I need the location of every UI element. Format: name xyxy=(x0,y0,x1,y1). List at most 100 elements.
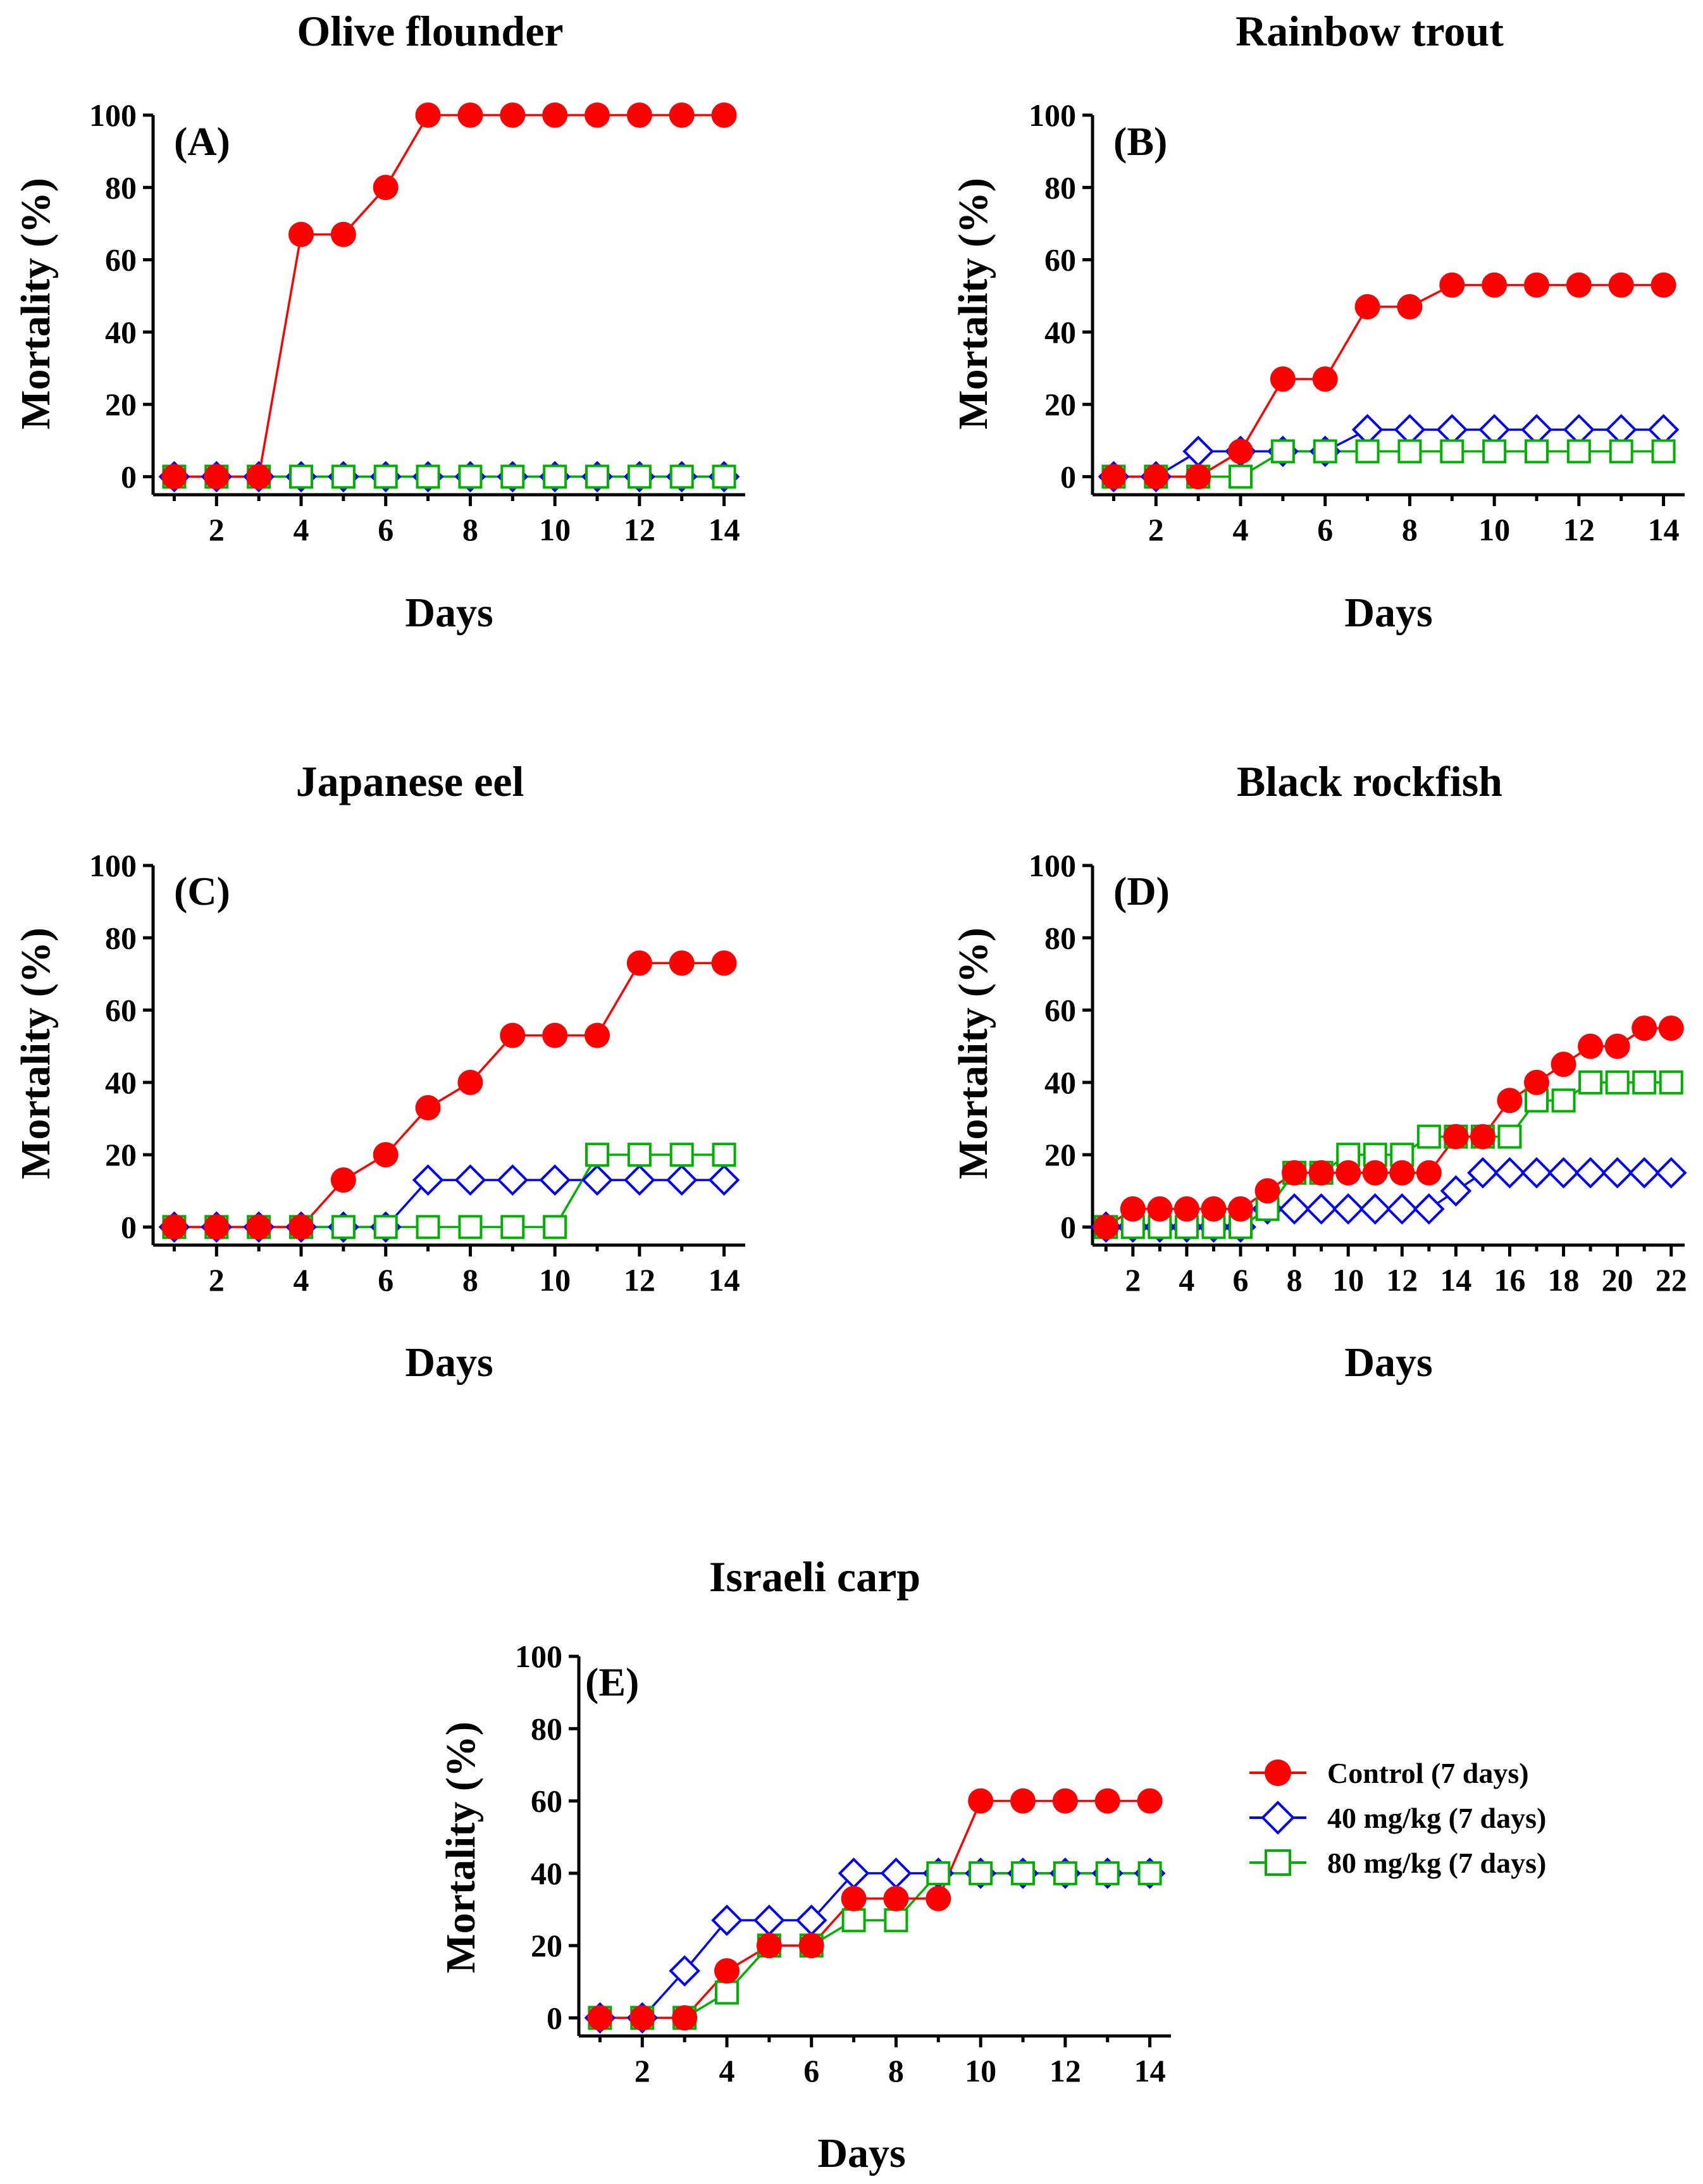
data-point-80mg xyxy=(331,1215,356,1239)
x-tick-label: 12 xyxy=(1050,2053,1081,2088)
y-axis-label: Mortality (%) xyxy=(13,928,59,1179)
data-point-80mg xyxy=(1578,1070,1603,1095)
y-tick-label: 20 xyxy=(531,1928,562,1963)
data-point-control xyxy=(672,2005,698,2031)
data-point-80mg xyxy=(1525,439,1549,464)
data-point-control xyxy=(1439,272,1465,298)
data-point-40mg xyxy=(1521,1157,1552,1189)
data-point-control xyxy=(204,464,230,490)
data-point-80mg xyxy=(289,464,313,489)
panel-title: Japanese eel xyxy=(296,757,524,805)
data-point-40mg xyxy=(1413,1193,1445,1225)
series-line-mg80 xyxy=(600,1872,1150,2020)
data-point-control xyxy=(1524,1069,1549,1095)
panel-title: Rainbow trout xyxy=(1235,7,1504,55)
data-point-control xyxy=(373,175,399,201)
y-tick-label: 100 xyxy=(515,1639,562,1674)
data-point-control xyxy=(1354,294,1380,320)
data-point-control xyxy=(669,102,695,128)
data-point-control xyxy=(1201,1196,1227,1222)
data-point-control xyxy=(1120,1196,1146,1222)
data-point-control xyxy=(246,464,272,490)
legend-marker-square xyxy=(1265,1849,1291,1876)
data-point-80mg xyxy=(712,464,736,489)
data-point-40mg xyxy=(1182,435,1214,468)
data-point-80mg xyxy=(373,1215,398,1239)
x-tick-label: 2 xyxy=(209,1262,225,1298)
data-point-40mg xyxy=(1279,1193,1310,1225)
data-point-control xyxy=(204,1214,230,1240)
y-tick-label: 0 xyxy=(1060,1209,1076,1244)
x-tick-label: 4 xyxy=(719,2053,735,2088)
data-point-control xyxy=(1312,366,1338,392)
data-point-80mg xyxy=(1313,439,1337,464)
y-tick-label: 100 xyxy=(89,97,137,133)
data-point-80mg xyxy=(1095,1861,1120,1885)
x-tick-label: 4 xyxy=(1233,512,1249,547)
data-point-80mg xyxy=(373,464,398,489)
legend: Control (7 days) 40 mg/kg (7 days) 80 mg… xyxy=(1249,1757,1546,1879)
panel-label: (E) xyxy=(585,1660,639,1704)
x-tick-label: 2 xyxy=(635,2053,650,2088)
x-tick-label: 4 xyxy=(1179,1262,1194,1298)
data-point-80mg xyxy=(1053,1861,1077,1885)
x-tick-label: 14 xyxy=(709,1262,740,1298)
data-point-80mg xyxy=(1270,439,1295,464)
data-point-control xyxy=(457,1069,483,1095)
data-point-control xyxy=(246,1214,272,1240)
y-tick-label: 40 xyxy=(105,314,137,350)
data-point-control xyxy=(585,1022,610,1048)
data-point-control xyxy=(587,2005,613,2031)
data-point-80mg xyxy=(1651,439,1676,464)
data-point-80mg xyxy=(712,1143,736,1167)
y-tick-label: 60 xyxy=(1044,993,1076,1028)
data-point-80mg xyxy=(669,464,694,489)
data-point-control xyxy=(1137,1788,1163,1814)
y-tick-label: 40 xyxy=(531,1856,562,1891)
data-point-control xyxy=(542,1022,568,1048)
x-tick-label: 6 xyxy=(803,2053,819,2088)
data-point-40mg xyxy=(1628,1157,1661,1189)
data-point-80mg xyxy=(1416,1124,1441,1149)
data-point-40mg xyxy=(412,1164,444,1196)
chart-panel-e: Israeli carp (E) Mortality (%) Days 0 20 4… xyxy=(438,1553,1171,2176)
data-point-80mg xyxy=(1137,1861,1162,1885)
data-point-control xyxy=(1397,294,1423,320)
y-tick-label: 60 xyxy=(531,1784,562,1819)
data-point-control xyxy=(288,1214,314,1240)
data-point-control xyxy=(1254,1178,1280,1204)
x-tick-label: 12 xyxy=(624,512,655,547)
data-point-control xyxy=(1362,1160,1388,1186)
data-point-control xyxy=(500,1022,526,1048)
data-point-80mg xyxy=(627,464,652,489)
x-tick-label: 12 xyxy=(624,1262,655,1298)
data-point-40mg xyxy=(1601,1157,1633,1189)
x-tick-label: 8 xyxy=(462,512,478,547)
data-point-40mg xyxy=(1359,1193,1391,1225)
x-tick-label: 10 xyxy=(539,512,571,547)
data-point-80mg xyxy=(331,464,356,489)
data-point-control xyxy=(1482,272,1508,298)
data-point-control xyxy=(1470,1124,1496,1150)
panel-label: (C) xyxy=(174,869,230,914)
data-point-80mg xyxy=(926,1861,951,1885)
data-point-control xyxy=(373,1142,399,1168)
data-point-control xyxy=(161,464,187,490)
data-point-control xyxy=(669,950,695,976)
data-point-80mg xyxy=(500,464,525,489)
y-tick-label: 20 xyxy=(1044,1137,1076,1172)
y-tick-label: 80 xyxy=(1044,920,1076,955)
data-point-80mg xyxy=(627,1143,652,1167)
data-point-40mg xyxy=(1494,1157,1526,1189)
data-point-control xyxy=(1389,1160,1415,1186)
panel-title: Black rockfish xyxy=(1237,757,1502,805)
chart-panel-c: Japanese eel (C) Mortality (%) Days 0 20 4… xyxy=(13,757,745,1386)
data-point-80mg xyxy=(1497,1124,1522,1149)
data-point-80mg xyxy=(841,1908,866,1933)
data-point-control xyxy=(1093,1214,1119,1240)
data-point-control xyxy=(1270,366,1296,392)
series-line-control xyxy=(174,114,724,478)
legend-marker-circle xyxy=(1265,1759,1291,1786)
data-point-control xyxy=(1010,1788,1036,1814)
data-point-40mg xyxy=(1575,1157,1606,1189)
